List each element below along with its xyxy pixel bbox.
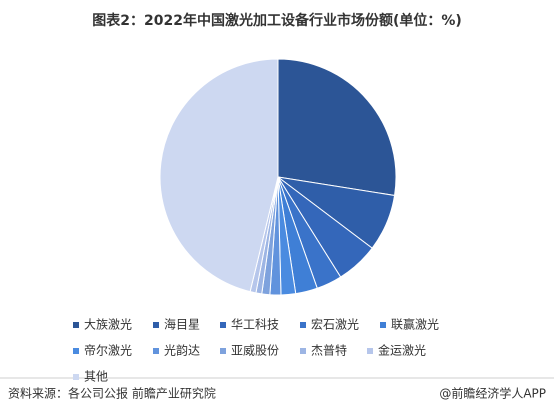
legend-marker (380, 322, 386, 328)
legend-label: 海目星 (164, 317, 200, 332)
legend-label: 宏石激光 (311, 317, 359, 332)
legend-marker (300, 322, 306, 328)
legend-marker (220, 322, 226, 328)
pie-slice (159, 58, 279, 293)
legend-label: 联赢激光 (391, 317, 439, 332)
legend-marker (153, 348, 159, 354)
legend-marker (153, 322, 159, 328)
legend-marker (300, 348, 306, 354)
source: 资料来源：各公司公报 前瞻产业研究院 (8, 386, 216, 401)
legend-label: 华工科技 (231, 318, 279, 332)
legend-marker (73, 348, 79, 354)
chart-title: 图表2：2022年中国激光加工设备行业市场份额(单位：%) (92, 12, 462, 29)
legend-marker (73, 374, 79, 380)
legend-label: 亚威股份 (231, 344, 279, 358)
pie-slice (277, 58, 397, 197)
legend-marker (73, 322, 79, 328)
legend-label: 金运激光 (378, 343, 426, 358)
legend-label: 大族激光 (84, 318, 132, 332)
legend-label: 帝尔激光 (84, 343, 132, 358)
legend-marker (367, 348, 373, 354)
credit: @前瞻经济学人APP (439, 386, 546, 401)
legend-label: 杰普特 (311, 343, 347, 358)
legend-label: 光韵达 (164, 343, 200, 358)
legend-marker (220, 348, 226, 354)
legend-label: 其他 (84, 370, 108, 384)
